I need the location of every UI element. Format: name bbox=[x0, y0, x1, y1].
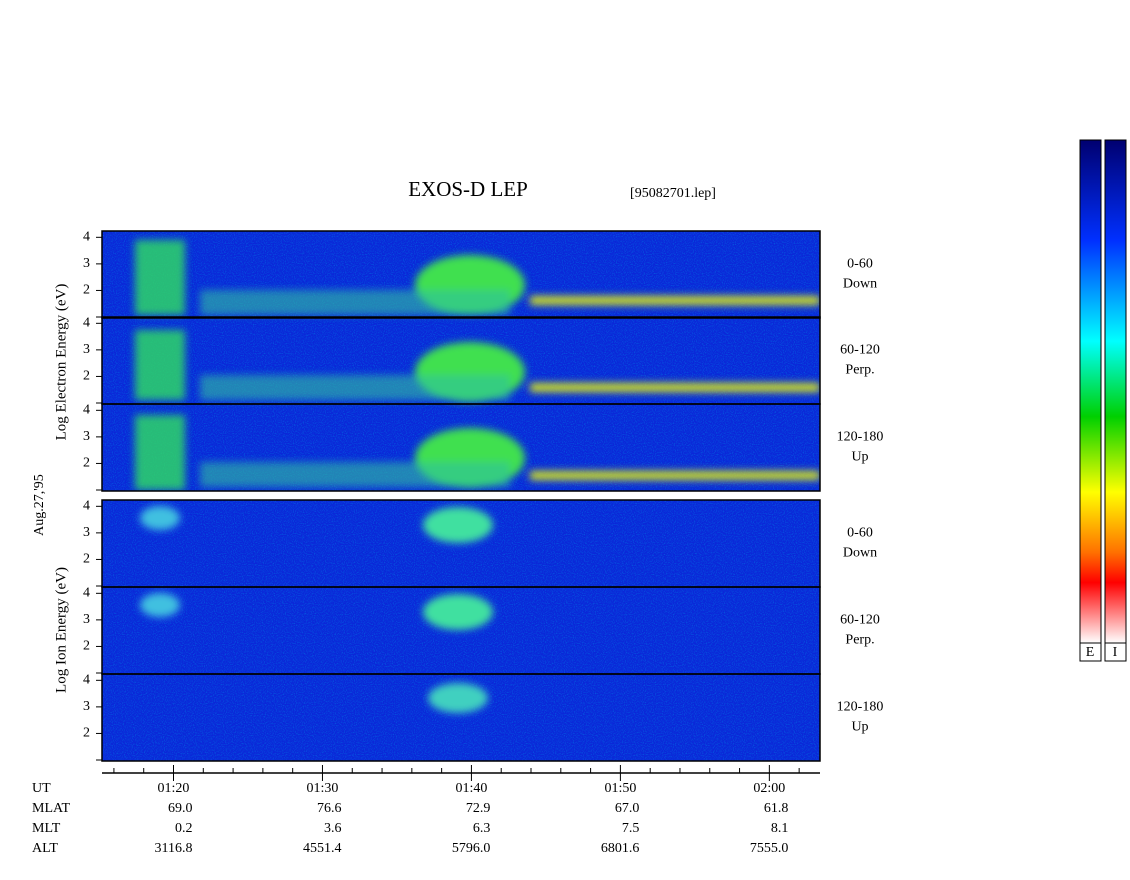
ephemeris-value: 4551.4 bbox=[303, 841, 342, 856]
ephemeris-label: MLAT bbox=[32, 801, 71, 816]
y-tick-label: 2 bbox=[83, 639, 90, 654]
ephemeris-value: 69.0 bbox=[168, 801, 193, 816]
x-tick-label: 01:40 bbox=[455, 781, 487, 796]
colorbar-label-box bbox=[1104, 642, 1127, 662]
file-name: [95082701.lep] bbox=[630, 186, 716, 201]
panel-direction: Up bbox=[851, 720, 868, 735]
y-tick-label: 4 bbox=[83, 586, 90, 601]
ion-spectrogram bbox=[102, 500, 820, 761]
ephemeris-value: 6.3 bbox=[473, 821, 491, 836]
ephemeris-label: MLT bbox=[32, 821, 61, 836]
y-tick-label: 2 bbox=[83, 456, 90, 471]
x-tick-label: 01:30 bbox=[307, 781, 339, 796]
colorbar-label: I bbox=[1113, 645, 1118, 660]
y-tick-label: 4 bbox=[83, 316, 90, 331]
ephemeris-value: 5796.0 bbox=[452, 841, 491, 856]
ephemeris-value: 0.2 bbox=[175, 821, 193, 836]
ephemeris-value: 3116.8 bbox=[155, 841, 193, 856]
x-tick-label: 01:50 bbox=[604, 781, 636, 796]
panel-angle: 60-120 bbox=[840, 343, 880, 358]
panel-direction: Down bbox=[843, 546, 877, 561]
y-tick-label: 3 bbox=[83, 612, 90, 627]
y-tick-label: 4 bbox=[83, 673, 90, 688]
ephemeris-label: UT bbox=[32, 781, 51, 796]
panel-direction: Perp. bbox=[845, 363, 874, 378]
panel-frame bbox=[101, 230, 821, 319]
x-tick-label: 01:20 bbox=[158, 781, 190, 796]
panel-direction: Perp. bbox=[845, 633, 874, 648]
y-tick-label: 4 bbox=[83, 230, 90, 245]
y-tick-label: 2 bbox=[83, 369, 90, 384]
ion-axis-label: Log Ion Energy (eV) bbox=[53, 567, 69, 693]
y-tick-label: 3 bbox=[83, 342, 90, 357]
y-tick-label: 4 bbox=[83, 403, 90, 418]
y-tick-label: 4 bbox=[83, 499, 90, 514]
y-tick-label: 3 bbox=[83, 256, 90, 271]
electron-spectrogram bbox=[102, 231, 820, 491]
panel-direction: Up bbox=[851, 450, 868, 465]
ephemeris-value: 72.9 bbox=[466, 801, 491, 816]
ephemeris-value: 7.5 bbox=[622, 821, 640, 836]
y-tick-label: 2 bbox=[83, 283, 90, 298]
colorbar-label: E bbox=[1086, 645, 1095, 660]
panel-angle: 0-60 bbox=[847, 526, 873, 541]
date: Aug.27,'95 bbox=[32, 474, 47, 536]
panel-frame bbox=[101, 403, 821, 492]
ephemeris-value: 6801.6 bbox=[601, 841, 640, 856]
panel-angle: 60-120 bbox=[840, 613, 880, 628]
colorbar bbox=[1104, 139, 1127, 644]
panel-direction: Down bbox=[843, 277, 877, 292]
colorbar bbox=[1079, 139, 1102, 644]
ephemeris-value: 3.6 bbox=[324, 821, 342, 836]
ephemeris-value: 76.6 bbox=[317, 801, 342, 816]
ephemeris-label: ALT bbox=[32, 841, 58, 856]
panel-angle: 120-180 bbox=[837, 700, 884, 715]
colorbar-label-box bbox=[1079, 642, 1102, 662]
ephemeris-value: 7555.0 bbox=[750, 841, 789, 856]
y-tick-label: 3 bbox=[83, 525, 90, 540]
y-tick-label: 3 bbox=[83, 429, 90, 444]
y-tick-label: 3 bbox=[83, 699, 90, 714]
y-tick-label: 2 bbox=[83, 552, 90, 567]
y-tick-label: 2 bbox=[83, 726, 90, 741]
x-tick-label: 02:00 bbox=[753, 781, 785, 796]
panel-angle: 120-180 bbox=[837, 430, 884, 445]
electron-axis-label: Log Electron Energy (eV) bbox=[53, 284, 69, 441]
title: EXOS-D LEP bbox=[408, 177, 528, 201]
panel-frame bbox=[101, 673, 821, 762]
ephemeris-value: 67.0 bbox=[615, 801, 640, 816]
ephemeris-value: 61.8 bbox=[764, 801, 789, 816]
panel-angle: 0-60 bbox=[847, 257, 873, 272]
ephemeris-value: 8.1 bbox=[771, 821, 789, 836]
